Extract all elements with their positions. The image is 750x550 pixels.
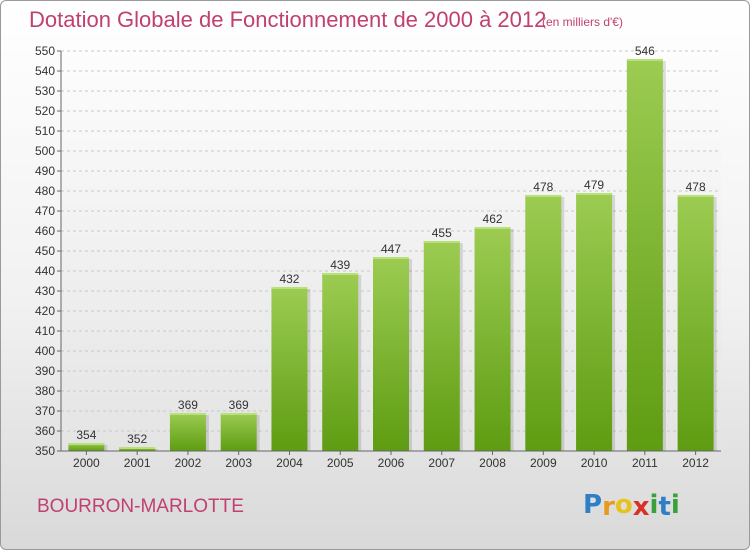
logo-letter: x (632, 492, 650, 522)
y-tick-label: 540 (35, 64, 55, 78)
x-tick-label: 2002 (175, 456, 202, 470)
y-tick-label: 360 (35, 424, 55, 438)
y-tick-label: 510 (35, 124, 55, 138)
y-tick-label: 550 (35, 44, 55, 58)
bar-2003 (220, 413, 257, 451)
bar-2006 (373, 257, 409, 451)
data-label: 447 (381, 242, 401, 256)
y-tick-label: 420 (35, 304, 55, 318)
x-tick-label: 2004 (276, 456, 303, 470)
data-label: 478 (686, 180, 706, 194)
y-tick-label: 380 (35, 384, 55, 398)
data-label: 455 (432, 226, 452, 240)
data-label: 546 (635, 44, 655, 58)
bar-2002 (169, 413, 206, 451)
x-tick-label: 2005 (327, 456, 354, 470)
bar-top-highlight (68, 443, 105, 445)
data-label: 369 (229, 398, 249, 412)
y-tick-label: 350 (35, 444, 55, 458)
chart-title: Dotation Globale de Fonctionnement de 20… (29, 7, 547, 32)
y-tick-label: 460 (35, 224, 55, 238)
bar-2005 (322, 273, 359, 451)
x-tick-label: 2011 (632, 456, 658, 470)
x-tick-label: 2001 (124, 456, 151, 470)
logo-letter: t (658, 492, 671, 522)
bar-top-highlight (373, 257, 409, 259)
y-tick-label: 500 (35, 144, 55, 158)
y-tick-label: 530 (35, 84, 55, 98)
y-tick-label: 520 (35, 104, 55, 118)
data-label: 479 (584, 178, 604, 192)
bar-2011 (626, 59, 663, 451)
x-tick-label: 2006 (378, 456, 405, 470)
bar-top-highlight (677, 195, 714, 197)
chart-unit-note: (en milliers d'€) (542, 15, 623, 29)
x-tick-label: 2009 (530, 456, 557, 470)
x-tick-label: 2010 (581, 456, 608, 470)
x-tick-label: 2007 (428, 456, 455, 470)
bar-top-highlight (271, 287, 308, 289)
bar-top-highlight (525, 195, 562, 197)
bar-top-highlight (626, 59, 663, 61)
x-tick-label: 2003 (225, 456, 252, 470)
bar-top-highlight (119, 447, 156, 449)
data-label: 439 (330, 258, 350, 272)
bar-2012 (677, 195, 714, 451)
y-tick-label: 370 (35, 404, 55, 418)
commune-name: BOURRON-MARLOTTE (37, 496, 244, 517)
bar-top-highlight (220, 413, 257, 415)
bar-top-highlight (169, 413, 206, 415)
y-tick-label: 430 (35, 284, 55, 298)
logo-letter: o (614, 490, 633, 520)
logo-letter: P (583, 490, 603, 520)
x-tick-label: 2008 (479, 456, 506, 470)
logo-letter: r (602, 492, 615, 522)
y-tick-label: 400 (35, 344, 55, 358)
data-label: 352 (127, 432, 147, 446)
logo-letter: i (649, 490, 659, 520)
proxiti-logo[interactable]: Proxiti (583, 490, 680, 522)
bar-top-highlight (423, 241, 460, 243)
bar-2004 (271, 287, 308, 451)
bar-2000 (68, 443, 105, 451)
x-tick-label: 2000 (73, 456, 100, 470)
data-label: 462 (483, 212, 503, 226)
y-tick-label: 470 (35, 204, 55, 218)
data-label: 478 (533, 180, 553, 194)
x-tick-label: 2012 (682, 456, 709, 470)
y-tick-label: 490 (35, 164, 55, 178)
logo-letter: i (670, 490, 680, 520)
bar-top-highlight (576, 193, 613, 195)
data-label: 432 (279, 272, 299, 286)
bar-2010 (576, 193, 613, 451)
bar-2007 (423, 241, 460, 451)
bar-top-highlight (322, 273, 359, 275)
bar-2008 (474, 227, 511, 451)
data-label: 369 (178, 398, 198, 412)
bar-2009 (525, 195, 562, 451)
y-tick-label: 480 (35, 184, 55, 198)
y-tick-label: 390 (35, 364, 55, 378)
y-tick-label: 450 (35, 244, 55, 258)
y-tick-label: 440 (35, 264, 55, 278)
data-label: 354 (76, 428, 96, 442)
y-tick-label: 410 (35, 324, 55, 338)
bar-top-highlight (474, 227, 511, 229)
